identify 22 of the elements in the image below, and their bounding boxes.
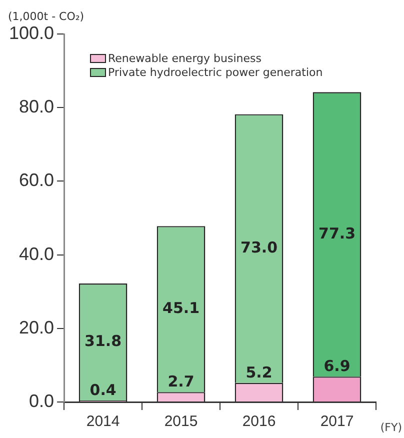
data-label: 5.2 <box>246 363 272 382</box>
x-tick-label: 2016 <box>242 413 276 430</box>
y-axis-title: (1,000t - CO₂) <box>8 10 84 23</box>
x-axis-title: (FY) <box>380 421 402 434</box>
x-tick-label: 2015 <box>164 413 198 430</box>
data-label: 31.8 <box>84 332 122 350</box>
y-tick-label: 80.0 <box>18 96 54 117</box>
y-tick-label: 60.0 <box>18 170 54 190</box>
x-tick-label: 2014 <box>86 413 120 430</box>
data-label: 6.9 <box>324 357 350 375</box>
legend-label: Renewable energy business <box>108 52 262 65</box>
y-tick-label: 100.0 <box>8 22 54 43</box>
y-tick-label: 0.0 <box>29 390 54 411</box>
data-label: 0.4 <box>90 380 116 399</box>
legend-label: Private hydroelectric power generation <box>108 66 323 79</box>
data-label: 2.7 <box>168 372 194 390</box>
data-label: 45.1 <box>162 298 200 317</box>
data-label: 73.0 <box>240 238 278 256</box>
data-label: 77.3 <box>318 224 356 242</box>
y-tick-label: 20.0 <box>18 317 54 338</box>
x-tick-label: 2017 <box>320 413 354 430</box>
y-tick-label: 40.0 <box>18 244 54 264</box>
